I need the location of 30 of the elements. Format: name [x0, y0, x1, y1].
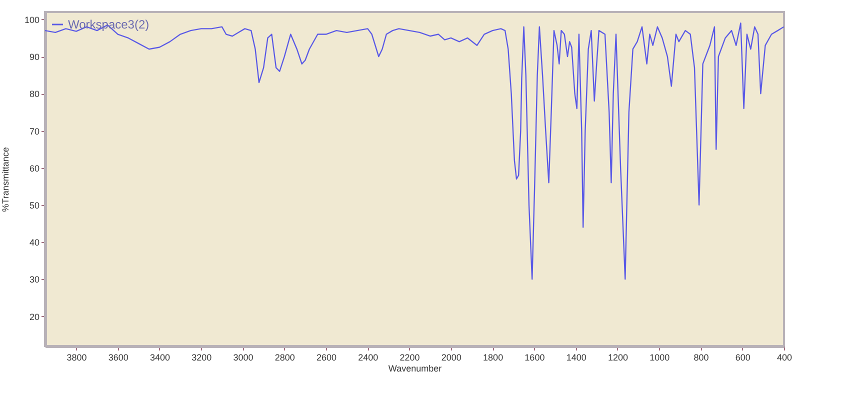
- y-tick-label: 60: [29, 163, 40, 174]
- x-tick-label: 1000: [650, 352, 670, 362]
- x-tick-label: 3200: [192, 352, 212, 362]
- y-tick-label: 70: [29, 126, 40, 136]
- y-tick-label: 40: [29, 238, 40, 248]
- x-tick-label: 400: [776, 352, 792, 362]
- x-tick-label: 600: [735, 352, 750, 362]
- y-axis-title: %Transmittance: [0, 147, 10, 212]
- x-tick-label: 2000: [441, 352, 462, 362]
- y-tick-label: 90: [29, 52, 40, 62]
- y-tick-label: 20: [29, 312, 40, 322]
- x-tick-label: 3400: [150, 352, 170, 362]
- x-tick-label: 1200: [608, 352, 628, 362]
- y-tick-label: 100: [24, 14, 40, 25]
- y-tick-label: 30: [29, 274, 40, 285]
- x-tick-label: 2400: [358, 352, 378, 362]
- x-tick-label: 2200: [400, 352, 420, 362]
- x-tick-label: 3600: [108, 352, 128, 362]
- x-tick-label: 800: [694, 352, 709, 362]
- legend-label: Workspace3(2): [68, 18, 150, 32]
- x-tick-label: 2800: [274, 352, 295, 362]
- x-tick-label: 1800: [483, 352, 504, 362]
- x-tick-label: 3800: [66, 352, 87, 362]
- x-tick-label: 3000: [233, 352, 254, 362]
- x-tick-label: 2600: [316, 352, 337, 362]
- x-axis-title: Wavenumber: [388, 364, 442, 374]
- y-tick-label: 50: [29, 200, 40, 210]
- y-tick-label: 80: [29, 89, 40, 100]
- x-tick-label: 1400: [566, 352, 586, 362]
- x-tick-label: 1600: [524, 352, 545, 362]
